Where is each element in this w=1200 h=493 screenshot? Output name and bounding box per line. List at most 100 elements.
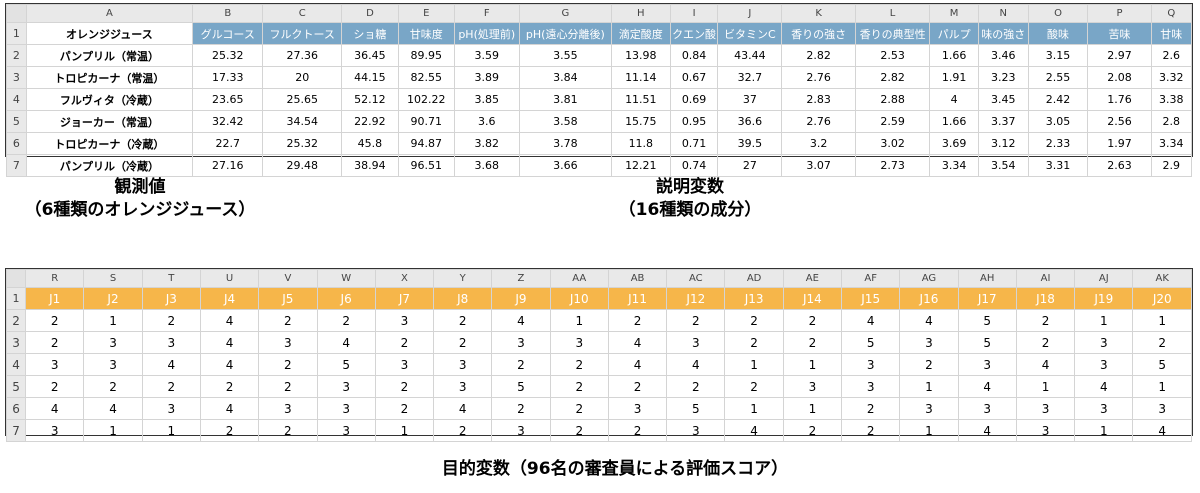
- data-cell[interactable]: 22.7: [192, 132, 264, 155]
- data-cell[interactable]: 13.98: [610, 44, 671, 67]
- score-cell[interactable]: 1: [724, 397, 784, 420]
- score-cell[interactable]: 5: [841, 331, 901, 354]
- score-cell[interactable]: 4: [607, 331, 668, 354]
- variable-header-cell[interactable]: ショ糖: [341, 22, 399, 45]
- judge-header-cell[interactable]: J14: [782, 287, 843, 310]
- score-cell[interactable]: 3: [666, 419, 726, 442]
- score-cell[interactable]: 2: [433, 331, 493, 354]
- score-cell[interactable]: 4: [607, 353, 668, 376]
- score-cell[interactable]: 5: [316, 353, 376, 376]
- data-cell[interactable]: 11.8: [610, 132, 671, 155]
- score-cell[interactable]: 3: [491, 331, 551, 354]
- score-cell[interactable]: 3: [1074, 353, 1134, 376]
- column-header-r[interactable]: R: [25, 269, 85, 288]
- data-cell[interactable]: 2.88: [854, 88, 931, 111]
- data-cell[interactable]: 3.12: [977, 132, 1029, 155]
- row-number[interactable]: 6: [5, 397, 27, 420]
- score-cell[interactable]: 4: [1015, 353, 1076, 376]
- data-cell[interactable]: 3.2: [781, 132, 856, 155]
- data-cell[interactable]: 32.42: [192, 110, 264, 133]
- column-header-ai[interactable]: AI: [1015, 269, 1076, 288]
- juice-name-cell[interactable]: パンプリル（常温）: [25, 44, 194, 67]
- variable-header-cell[interactable]: pH(遠心分離後): [518, 22, 612, 45]
- score-cell[interactable]: 3: [316, 397, 376, 420]
- score-cell[interactable]: 1: [1074, 419, 1134, 442]
- score-cell[interactable]: 2: [724, 309, 784, 332]
- data-cell[interactable]: 3.69: [929, 132, 979, 155]
- data-cell[interactable]: 1.66: [929, 44, 979, 67]
- score-cell[interactable]: 3: [25, 353, 85, 376]
- variable-header-cell[interactable]: 味の強さ: [977, 22, 1029, 45]
- score-cell[interactable]: 2: [258, 353, 318, 376]
- score-cell[interactable]: 4: [899, 309, 959, 332]
- juice-name-cell[interactable]: フルヴィタ（冷蔵）: [25, 88, 194, 111]
- row-number[interactable]: 6: [6, 132, 27, 155]
- data-cell[interactable]: 3.81: [518, 88, 612, 111]
- variable-header-cell[interactable]: 甘味: [1150, 22, 1193, 45]
- row-number[interactable]: 2: [5, 309, 27, 332]
- score-cell[interactable]: 4: [957, 419, 1017, 442]
- score-cell[interactable]: 4: [25, 397, 85, 420]
- score-cell[interactable]: 2: [841, 419, 901, 442]
- score-cell[interactable]: 4: [433, 397, 493, 420]
- column-header-aa[interactable]: AA: [549, 269, 609, 288]
- score-cell[interactable]: 2: [199, 375, 260, 398]
- data-cell[interactable]: 0.84: [669, 44, 719, 67]
- variable-header-cell[interactable]: 甘味度: [397, 22, 455, 45]
- score-cell[interactable]: 1: [782, 397, 843, 420]
- data-cell[interactable]: 2.73: [854, 154, 931, 177]
- score-cell[interactable]: 3: [258, 397, 318, 420]
- score-cell[interactable]: 2: [316, 309, 376, 332]
- column-header-h[interactable]: H: [610, 4, 671, 23]
- select-all-corner[interactable]: [6, 4, 27, 23]
- score-cell[interactable]: 5: [1132, 353, 1192, 376]
- score-cell[interactable]: 2: [141, 375, 201, 398]
- variable-header-cell[interactable]: 香りの強さ: [781, 22, 856, 45]
- score-cell[interactable]: 4: [666, 353, 726, 376]
- variable-header-cell[interactable]: グルコース: [192, 22, 264, 45]
- judge-header-cell[interactable]: J19: [1074, 287, 1134, 310]
- judge-header-cell[interactable]: J16: [899, 287, 959, 310]
- score-cell[interactable]: 4: [1074, 375, 1134, 398]
- data-cell[interactable]: 2.55: [1027, 66, 1089, 89]
- data-cell[interactable]: 3.34: [929, 154, 979, 177]
- score-cell[interactable]: 1: [724, 353, 784, 376]
- data-cell[interactable]: 3.45: [977, 88, 1029, 111]
- score-cell[interactable]: 4: [724, 419, 784, 442]
- variable-header-cell[interactable]: 苦味: [1087, 22, 1152, 45]
- data-cell[interactable]: 45.8: [341, 132, 399, 155]
- data-cell[interactable]: 27.16: [192, 154, 264, 177]
- data-cell[interactable]: 3.54: [977, 154, 1029, 177]
- score-cell[interactable]: 2: [25, 309, 85, 332]
- score-cell[interactable]: 4: [199, 309, 260, 332]
- score-cell[interactable]: 3: [83, 331, 143, 354]
- column-header-f[interactable]: F: [453, 4, 520, 23]
- data-cell[interactable]: 3.68: [453, 154, 520, 177]
- data-cell[interactable]: 3.15: [1027, 44, 1089, 67]
- data-cell[interactable]: 11.14: [610, 66, 671, 89]
- data-cell[interactable]: 2.97: [1087, 44, 1152, 67]
- score-cell[interactable]: 3: [1074, 331, 1134, 354]
- data-cell[interactable]: 2.8: [1150, 110, 1193, 133]
- data-cell[interactable]: 38.94: [341, 154, 399, 177]
- variable-header-cell[interactable]: クエン酸: [669, 22, 719, 45]
- column-header-n[interactable]: N: [977, 4, 1029, 23]
- score-cell[interactable]: 3: [666, 331, 726, 354]
- score-cell[interactable]: 1: [1132, 309, 1192, 332]
- data-cell[interactable]: 1.76: [1087, 88, 1152, 111]
- score-cell[interactable]: 1: [549, 309, 609, 332]
- column-header-ag[interactable]: AG: [899, 269, 959, 288]
- data-cell[interactable]: 3.59: [453, 44, 520, 67]
- data-cell[interactable]: 11.51: [610, 88, 671, 111]
- data-cell[interactable]: 2.76: [781, 66, 856, 89]
- score-cell[interactable]: 2: [549, 375, 609, 398]
- data-cell[interactable]: 89.95: [397, 44, 455, 67]
- judge-header-cell[interactable]: J12: [666, 287, 726, 310]
- column-header-i[interactable]: I: [669, 4, 719, 23]
- column-header-o[interactable]: O: [1027, 4, 1089, 23]
- data-cell[interactable]: 2.76: [781, 110, 856, 133]
- score-cell[interactable]: 4: [491, 309, 551, 332]
- data-cell[interactable]: 25.32: [262, 132, 342, 155]
- data-cell[interactable]: 2.59: [854, 110, 931, 133]
- judge-header-cell[interactable]: J1: [25, 287, 85, 310]
